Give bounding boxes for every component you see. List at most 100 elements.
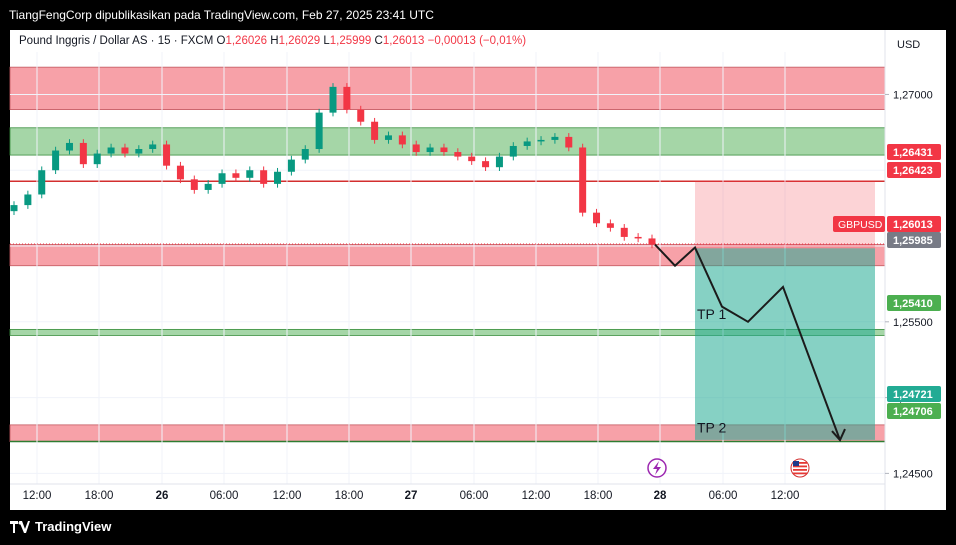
candle-body-7 <box>107 147 115 154</box>
publisher-bar: TiangFengCorp dipublikasikan pada Tradin… <box>0 0 956 30</box>
candle-body-16 <box>232 173 240 178</box>
candle-body-43 <box>606 223 614 228</box>
candle-body-2 <box>38 170 46 195</box>
price-badge-6 <box>887 403 941 419</box>
price-badge-text-3: 1,25985 <box>893 235 933 247</box>
candle-body-12 <box>176 165 184 180</box>
tradingview-logo[interactable]: TradingView <box>10 519 111 534</box>
price-badge-text-2: 1,26013 <box>893 219 933 231</box>
candle-body-32 <box>454 152 462 157</box>
candle-body-10 <box>149 144 157 150</box>
candle-body-8 <box>121 147 129 154</box>
candle-body-45 <box>634 236 642 239</box>
candle-body-40 <box>565 136 573 148</box>
candle-body-33 <box>468 156 476 162</box>
time-tick-7: 06:00 <box>460 490 489 502</box>
time-tick-2: 26 <box>156 490 169 502</box>
candle-body-4 <box>65 142 73 151</box>
candle-body-20 <box>287 159 295 172</box>
zone-1 <box>9 127 886 156</box>
flag-canton <box>793 461 799 466</box>
candle-body-35 <box>495 156 503 168</box>
candle-body-22 <box>315 112 323 150</box>
price-badge-2 <box>887 216 941 232</box>
time-tick-1: 18:00 <box>85 490 114 502</box>
close-label: C <box>374 35 383 47</box>
tradingview-icon <box>10 520 30 533</box>
chart-svg[interactable]: TP 1TP 2 USD1,270001,255001,250001,24500… <box>0 0 956 513</box>
symbol-legend: Pound Inggris / Dollar AS · 15 · FXCM O1… <box>19 35 526 47</box>
brand-name: TradingView <box>35 519 112 534</box>
candle-body-38 <box>537 139 545 142</box>
publisher-line: TiangFengCorp dipublikasikan pada Tradin… <box>9 8 434 22</box>
candle-body-18 <box>260 170 268 184</box>
candle-body-41 <box>579 147 587 213</box>
candle-body-5 <box>79 142 87 165</box>
candle-body-0 <box>10 205 18 212</box>
time-tick-0: 12:00 <box>23 490 52 502</box>
candle-body-44 <box>620 227 628 237</box>
candle-body-24 <box>343 86 351 110</box>
time-tick-11: 06:00 <box>709 490 738 502</box>
position-stop-area <box>695 180 875 249</box>
flag-stripe-0 <box>793 462 807 464</box>
high-value: 1,26029 <box>278 35 321 47</box>
price-badge-text-5: 1,24721 <box>893 389 933 401</box>
candle-body-14 <box>204 183 212 190</box>
footer-bar: TradingView <box>0 513 956 545</box>
time-tick-5: 18:00 <box>335 490 364 502</box>
candle-body-21 <box>301 149 309 160</box>
low-value: 1,25999 <box>329 35 372 47</box>
time-tick-3: 06:00 <box>210 490 239 502</box>
price-badge-text-1: 1,26423 <box>893 165 933 177</box>
price-tick-1: 1,25500 <box>893 317 933 329</box>
candle-body-29 <box>412 144 420 153</box>
time-tick-6: 27 <box>405 490 418 502</box>
symbol-badge <box>833 216 885 232</box>
close-value: 1,26013 <box>382 35 425 47</box>
price-badge-1 <box>887 162 941 178</box>
candle-body-3 <box>52 150 60 171</box>
projected-arrowhead <box>831 428 846 442</box>
change-value: −0,00013 (−0,01%) <box>427 35 527 47</box>
flag-stripe-3 <box>793 472 807 475</box>
time-tick-12: 12:00 <box>771 490 800 502</box>
candle-body-15 <box>218 173 226 184</box>
candle-body-17 <box>246 170 254 178</box>
candle-body-13 <box>190 179 198 190</box>
time-tick-9: 18:00 <box>584 490 613 502</box>
lightning-bolt-shape <box>653 461 661 475</box>
flag-stripe-1 <box>793 465 807 468</box>
price-tick-0: 1,27000 <box>893 89 933 101</box>
price-badge-text-4: 1,25410 <box>893 298 933 310</box>
price-badge-0 <box>887 144 941 160</box>
price-badge-5 <box>887 386 941 402</box>
candle-body-23 <box>329 86 337 113</box>
time-tick-10: 28 <box>654 490 667 502</box>
tp1-label: TP 1 <box>697 306 727 322</box>
price-badge-text-0: 1,26431 <box>893 147 933 159</box>
candle-body-34 <box>482 161 490 168</box>
price-tick-3: 1,24500 <box>893 468 933 480</box>
candle-body-9 <box>135 149 143 154</box>
candle-body-6 <box>93 153 101 165</box>
candle-body-28 <box>398 135 406 145</box>
candle-body-25 <box>357 109 365 122</box>
candle-body-1 <box>24 194 32 206</box>
high-label: H <box>270 35 279 47</box>
candle-body-46 <box>648 238 656 245</box>
price-badge-4 <box>887 295 941 311</box>
open-value: 1,26026 <box>225 35 268 47</box>
currency-label: USD <box>897 39 920 51</box>
candle-body-27 <box>384 135 392 140</box>
candle-body-26 <box>371 121 379 140</box>
candle-body-11 <box>163 144 171 166</box>
time-tick-4: 12:00 <box>273 490 302 502</box>
tp2-label: TP 2 <box>697 420 727 436</box>
candle-body-36 <box>509 145 517 157</box>
candle-body-19 <box>274 171 282 184</box>
low-label: L <box>323 35 330 47</box>
candle-body-42 <box>593 212 601 224</box>
time-tick-8: 12:00 <box>522 490 551 502</box>
candle-body-39 <box>551 136 559 140</box>
